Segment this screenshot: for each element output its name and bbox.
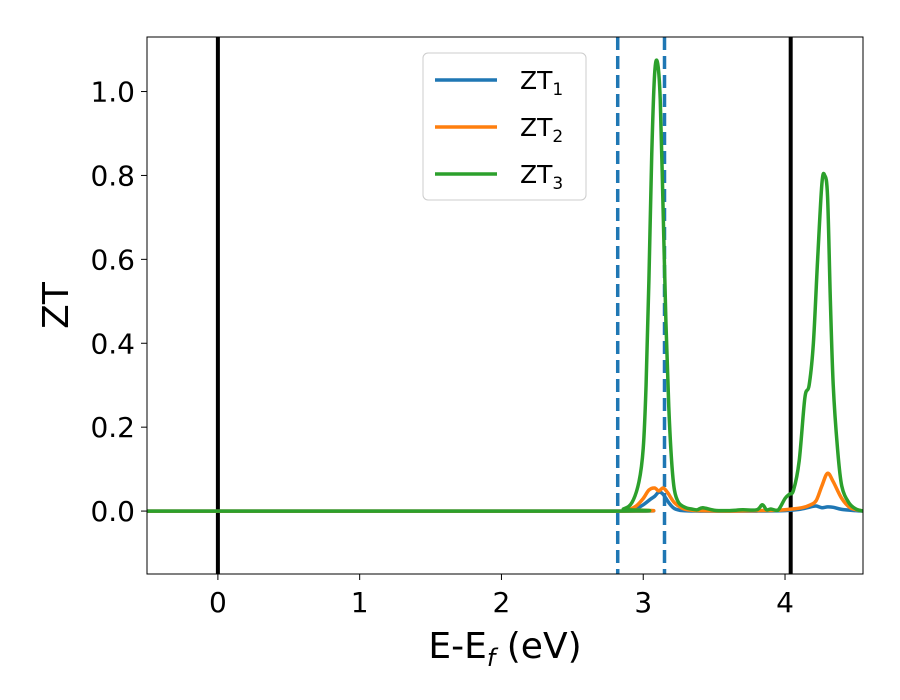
y-tick-label: 0.2	[90, 411, 135, 444]
series-line-zt2	[147, 471, 863, 513]
y-tick-label: 0.4	[90, 327, 135, 360]
y-tick-label: 1.0	[90, 76, 135, 109]
x-tick-label: 1	[351, 586, 369, 619]
legend-label-main: ZT	[520, 113, 553, 142]
x-tick-label: 2	[493, 586, 511, 619]
legend-label-zt2: ZT2	[520, 113, 563, 147]
legend-label-zt1: ZT1	[520, 66, 563, 100]
legend-label-subscript: 3	[552, 174, 563, 194]
plot-frame	[146, 36, 864, 575]
x-axis-title: E-Ef (eV)	[428, 626, 581, 672]
series-line-zt3	[147, 58, 863, 513]
legend-label-subscript: 1	[552, 80, 563, 100]
x-axis-title-unit: (eV)	[495, 626, 581, 667]
legend-label-main: ZT	[520, 66, 553, 95]
x-axis-title-main: E-E	[428, 626, 486, 667]
legend-box	[422, 52, 587, 201]
x-tick-label: 4	[776, 586, 794, 619]
legend-label-subscript: 2	[552, 127, 563, 147]
legend-label-main: ZT	[520, 160, 553, 189]
plot-area	[147, 37, 863, 574]
y-axis-title: ZT	[36, 281, 77, 329]
y-tick-label: 0.8	[90, 159, 135, 192]
series-line-zt1	[147, 490, 863, 513]
legend-label-zt3: ZT3	[520, 160, 563, 194]
y-tick-label: 0.6	[90, 243, 135, 276]
x-tick-label: 3	[634, 586, 652, 619]
x-tick-label: 0	[209, 586, 227, 619]
y-tick-label: 0.0	[90, 495, 135, 528]
